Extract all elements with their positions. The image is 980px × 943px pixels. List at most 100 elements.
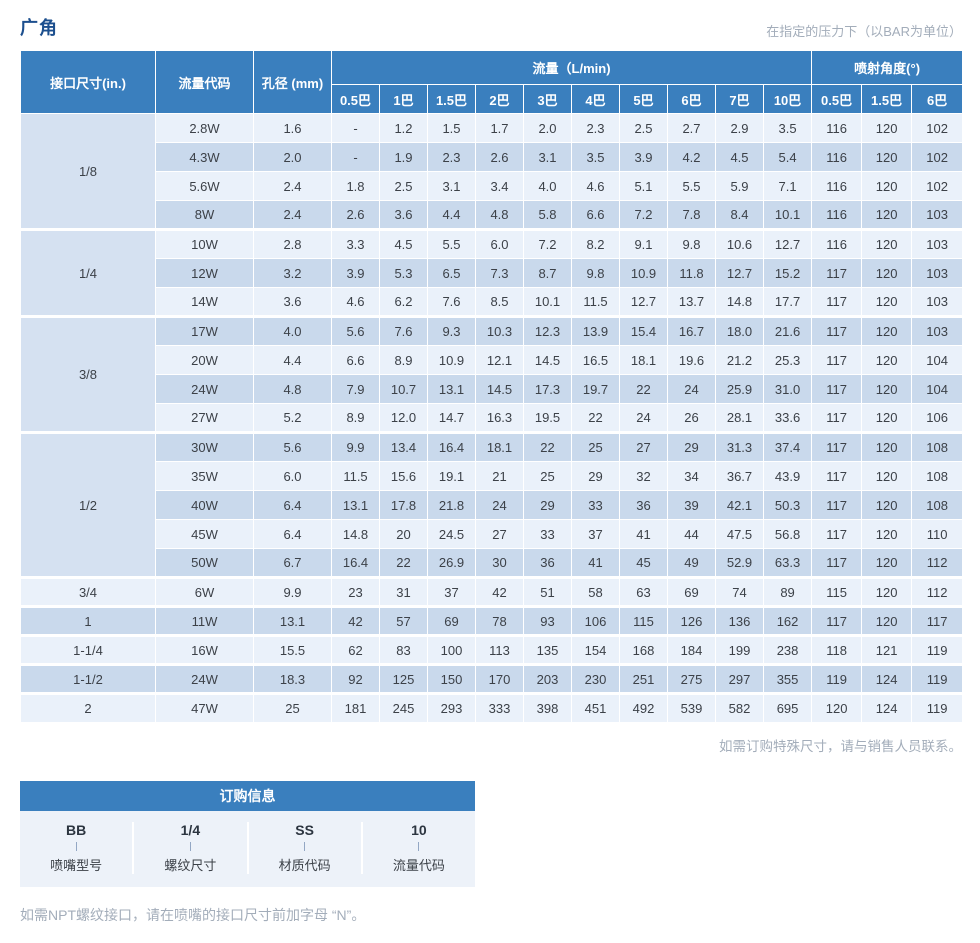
flow-value-cell: 29 (523, 490, 572, 520)
flow-value-cell: 14.5 (475, 374, 524, 404)
ordering-item: BB 喷嘴型号 (20, 822, 132, 874)
flow-value-cell: 275 (667, 663, 716, 694)
flow-value-cell: 5.8 (523, 200, 572, 230)
table-row: 1/4 10W 2.8 3.3 4.5 5.5 6.0 7.2 8.2 9.1 9.8 10.6 12.… (20, 228, 964, 317)
flow-value-cell: 18.1 (475, 431, 524, 462)
flow-value-cell: 126 (667, 605, 716, 636)
flow-value-cell: 13.9 (571, 315, 620, 346)
ordering-label: 螺纹尺寸 (164, 858, 217, 873)
flow-value-cell: 106 (571, 605, 620, 636)
flow-value-cell: 2.0 (523, 113, 572, 143)
flow-value-cell: 251 (619, 663, 668, 694)
flow-value-cell: 135 (523, 634, 572, 665)
flow-value-cell: 36 (523, 548, 572, 578)
flow-value-cell: 199 (715, 634, 764, 665)
flow-value-cell: 203 (523, 663, 572, 694)
angle-value-cell: 117 (811, 258, 863, 288)
flow-value-cell: 12.1 (475, 345, 524, 375)
connection-size-cell: 1/4 (20, 228, 156, 317)
flow-value-cell: 22 (619, 374, 668, 404)
flow-value-cell: 12.3 (523, 315, 572, 346)
flow-value-cell: 10.9 (427, 345, 476, 375)
flow-value-cell: 69 (667, 576, 716, 607)
flow-value-cell: 113 (475, 634, 524, 665)
table-row: 1-1/2 24W 18.3 92 125 150 170 203 230 251 275 297 35… (20, 663, 964, 694)
flow-value-cell: 1.2 (379, 113, 428, 143)
flow-value-cell: 19.5 (523, 403, 572, 433)
orifice-cell: 6.4 (253, 490, 332, 520)
flow-value-cell: 154 (571, 634, 620, 665)
flow-value-cell: 19.1 (427, 461, 476, 491)
ordering-example: BB 喷嘴型号 1/4 螺纹尺寸 SS 材质代码 10 流量代码 (20, 811, 475, 887)
flow-value-cell: 24 (475, 490, 524, 520)
connection-size-cell: 1/8 (20, 113, 156, 230)
orifice-cell: 2.4 (253, 171, 332, 201)
table-row: 4.3W 2.0-1.9 2.3 2.6 3.1 3.5 3.9 4.2 4.5 5.4 116 12… (21, 142, 964, 172)
flow-value-cell: 58 (571, 576, 620, 607)
flow-value-cell: 4.2 (667, 142, 716, 172)
angle-value-cell: 112 (911, 576, 964, 607)
flow-value-cell: 13.1 (331, 490, 380, 520)
pressure-column-header: 0.5巴 (331, 84, 380, 114)
flow-value-cell: 25.9 (715, 374, 764, 404)
flow-value-cell: 12.7 (715, 258, 764, 288)
angle-value-cell: 104 (911, 374, 964, 404)
flow-value-cell: 3.6 (379, 200, 428, 230)
flow-value-cell: 4.5 (715, 142, 764, 172)
angle-value-cell: 120 (861, 576, 913, 607)
flow-value-cell: 28.1 (715, 403, 764, 433)
angle-value-cell: 120 (861, 431, 913, 462)
flow-value-cell: 18.1 (619, 345, 668, 375)
angle-value-cell: 117 (811, 374, 863, 404)
flow-value-cell: 6.5 (427, 258, 476, 288)
flow-value-cell: 29 (571, 461, 620, 491)
flow-value-cell: 11.5 (571, 287, 620, 317)
flow-code-cell: 8W (155, 200, 254, 230)
flow-code-cell: 47W (155, 692, 254, 723)
connection-size-cell: 2 (20, 692, 156, 723)
angle-value-cell: 108 (911, 461, 964, 491)
flow-value-cell: 14.8 (715, 287, 764, 317)
flow-value-cell: 15.2 (762, 258, 813, 288)
page-header: 广角 在指定的压力下（以BAR为单位） (20, 14, 962, 40)
flow-value-cell: 3.1 (523, 142, 572, 172)
angle-value-cell: 120 (861, 519, 913, 549)
ordering-label: 喷嘴型号 (50, 858, 103, 873)
orifice-cell: 18.3 (253, 663, 332, 694)
flow-value-cell: 9.1 (619, 228, 668, 259)
connection-size-cell: 3/8 (20, 315, 156, 433)
angle-value-cell: 120 (861, 490, 913, 520)
table-row: 5.6W 2.4 1.8 2.5 3.1 3.4 4.0 4.6 5.1 5.5 5.9 7.1 116… (21, 171, 964, 201)
angle-value-cell: 117 (811, 605, 863, 636)
flow-value-cell: 4.0 (523, 171, 572, 201)
flow-value-cell: 1.5 (427, 113, 476, 143)
angle-value-cell: 115 (811, 576, 863, 607)
flow-value-cell: 582 (715, 692, 764, 723)
flow-value-cell: 2.5 (619, 113, 668, 143)
flow-value-cell: 37 (571, 519, 620, 549)
flow-value-cell: 398 (523, 692, 572, 723)
flow-value-cell: 150 (427, 663, 476, 694)
ordering-item: 1/4 螺纹尺寸 (132, 822, 246, 874)
flow-value-cell: 21.2 (715, 345, 764, 375)
flow-value-cell: 11.8 (667, 258, 716, 288)
table-row: 27W 5.2 8.9 12.0 14.7 16.3 19.5 22 24 26 28.1 33.6 1… (21, 403, 964, 433)
header-row-groups: 接口尺寸(in.) 流量代码 孔径 (mm) 流量（L/min) 喷射角度(°) (20, 50, 964, 114)
angle-value-cell: 110 (911, 519, 964, 549)
table-row: 2 47W 25 181 245 293 333 398 451 492 539 582 695 120 1… (20, 692, 964, 723)
table-row: 12W 3.2 3.9 5.3 6.5 7.3 8.7 9.8 10.9 11.8 12.7 15.2… (21, 258, 964, 288)
angle-value-cell: 103 (911, 258, 964, 288)
table-row: 35W 6.0 11.5 15.6 19.1 21 25 29 32 34 36.7 43.9 117 1… (21, 461, 964, 491)
npt-thread-note: 如需NPT螺纹接口，请在喷嘴的接口尺寸前加字母 “N”。 (20, 907, 366, 923)
flow-value-cell: 33 (523, 519, 572, 549)
flow-value-cell: 11.5 (331, 461, 380, 491)
flow-value-cell: 4.4 (427, 200, 476, 230)
orifice-cell: 9.9 (253, 576, 332, 607)
flow-value-cell: 7.6 (427, 287, 476, 317)
flow-value-cell: 1.7 (475, 113, 524, 143)
flow-value-cell: - (331, 142, 380, 172)
angle-value-cell: 108 (911, 490, 964, 520)
flow-value-cell: 4.6 (571, 171, 620, 201)
pressure-column-header: 7巴 (715, 84, 764, 114)
flow-value-cell: 4.6 (331, 287, 380, 317)
